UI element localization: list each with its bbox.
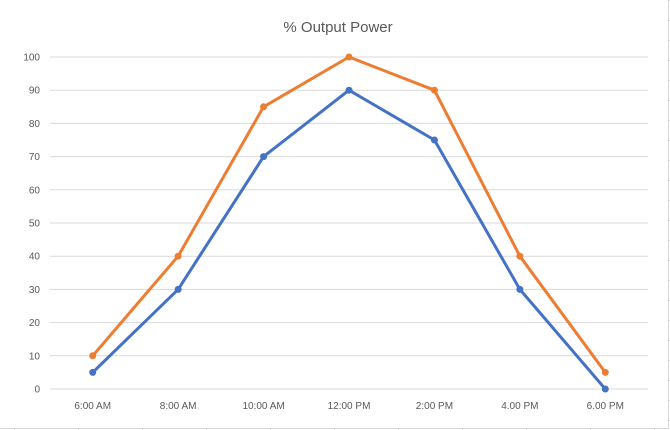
y-tick-label: 20 (29, 318, 41, 329)
chart-title: % Output Power (283, 19, 393, 36)
y-tick-label: 0 (34, 385, 40, 396)
series-2-point[interactable] (345, 53, 353, 61)
series-line-1[interactable] (91, 88, 607, 391)
series-1-point[interactable] (89, 368, 97, 376)
series-1-point[interactable] (601, 385, 609, 393)
series-1-point[interactable] (260, 153, 268, 161)
series-2-point[interactable] (516, 252, 524, 260)
y-tick-label: 40 (29, 252, 41, 263)
x-tick-label: 2:00 PM (416, 401, 453, 412)
series-1-point[interactable] (345, 86, 353, 94)
series-1-point[interactable] (430, 136, 438, 144)
series-2-point[interactable] (260, 103, 268, 111)
series-2-point[interactable] (430, 86, 438, 94)
y-tick-label: 10 (29, 351, 41, 362)
x-tick-label: 4.00 PM (501, 401, 538, 412)
series-2-point[interactable] (601, 368, 609, 376)
y-tick-label: 50 (29, 219, 41, 230)
y-tick-label: 70 (29, 152, 41, 163)
x-tick-label: 10:00 AM (242, 401, 284, 412)
series-1-point[interactable] (516, 285, 524, 293)
series-2-point[interactable] (174, 252, 182, 260)
y-tick-label: 90 (29, 86, 41, 97)
series-2-point[interactable] (89, 352, 97, 360)
series-1-point[interactable] (174, 285, 182, 293)
y-tick-label: 100 (23, 53, 40, 64)
series-line-2[interactable] (91, 55, 607, 374)
x-tick-label: 8:00 AM (160, 401, 197, 412)
y-tick-label: 80 (29, 119, 41, 130)
x-tick-label: 6.00 PM (587, 401, 624, 412)
x-tick-label: 12:00 PM (328, 401, 371, 412)
x-tick-label: 6:00 AM (74, 401, 111, 412)
y-tick-label: 60 (29, 185, 41, 196)
y-tick-label: 30 (29, 285, 41, 296)
